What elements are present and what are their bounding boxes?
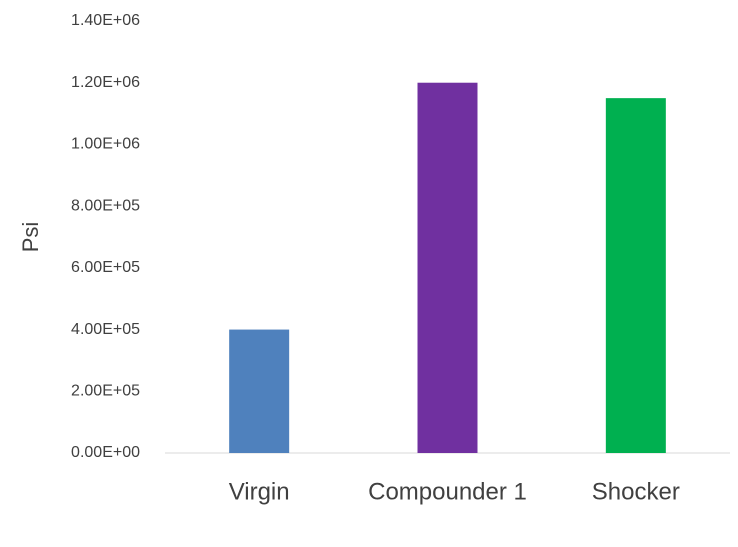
y-tick-label: 4.00E+05 xyxy=(71,321,140,338)
y-tick-label: 1.40E+06 xyxy=(71,12,140,29)
bar xyxy=(229,329,290,453)
bar xyxy=(417,82,478,453)
y-tick-label: 6.00E+05 xyxy=(71,259,140,276)
y-tick-label: 1.20E+06 xyxy=(71,74,140,91)
bar xyxy=(605,98,666,454)
x-tick-label: Shocker xyxy=(592,478,680,505)
x-tick-label: Virgin xyxy=(229,478,290,505)
y-tick-label: 8.00E+05 xyxy=(71,197,140,214)
y-tick-label: 2.00E+05 xyxy=(71,383,140,400)
y-axis-label: Psi xyxy=(18,222,43,253)
y-tick-label: 1.00E+06 xyxy=(71,136,140,153)
x-tick-label: Compounder 1 xyxy=(368,478,527,505)
y-tick-label: 0.00E+00 xyxy=(71,444,140,461)
